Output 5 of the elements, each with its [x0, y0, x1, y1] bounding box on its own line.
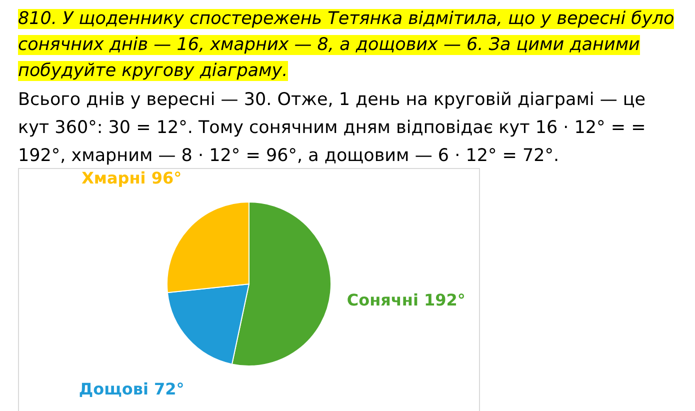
text: Всього днів у вересні — 30. Отже, 1 день на круговій діаграмі — це кут 360°: 30 = 12°. Тому сонячним дням відповідає кут 16 · 12° = = 192°, хмарним — 8 · 12° = 96°, а дощовим — 6 · 12° = 72°.	[18, 89, 647, 168]
slice-label: Дощові 72°	[78, 380, 184, 399]
slice-label: Хмарні 96°	[82, 168, 182, 188]
slice-label: Сонячні 192°	[346, 290, 466, 310]
chart-title: 810. У щоденнику спостережень Тетянка відмітила, що у вересні було сонячних днів — 16, хмарних — 8, а дощових — 6. За цими даними побудуйте кругову діаграму.	[18, 9, 674, 81]
